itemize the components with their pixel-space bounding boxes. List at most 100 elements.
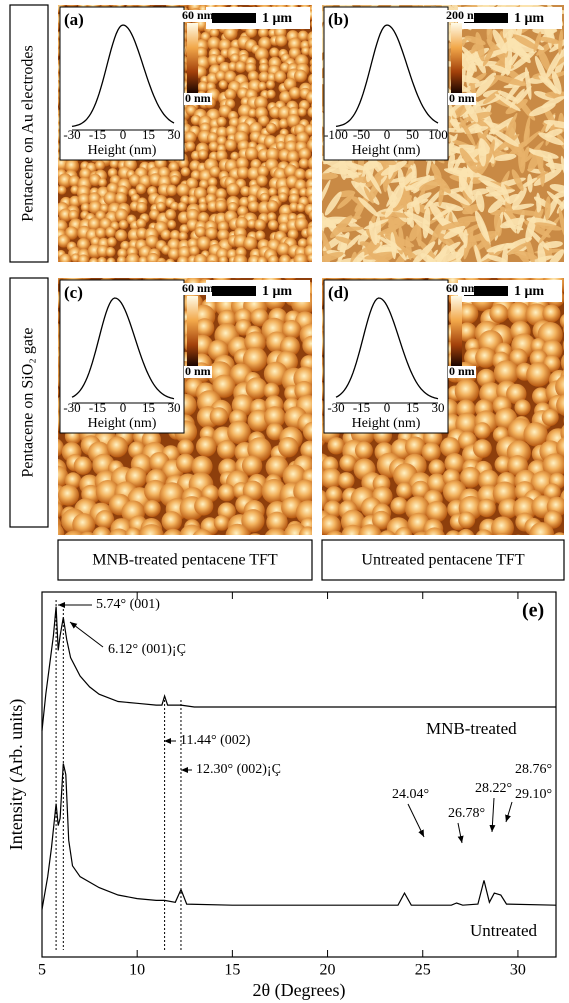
afm-grain xyxy=(492,29,507,54)
afm-grain xyxy=(265,122,277,134)
afm-grain xyxy=(292,5,299,6)
afm-grain xyxy=(177,265,186,274)
plot-frame xyxy=(41,591,557,958)
afm-grain xyxy=(118,219,129,230)
afm-grain xyxy=(170,175,180,185)
afm-grain xyxy=(369,252,392,262)
annotation: 6.12° (001)¡Ç xyxy=(108,642,186,657)
afm-grain xyxy=(492,134,520,154)
afm-grain xyxy=(459,466,482,488)
afm-grain xyxy=(501,183,510,204)
afm-grain xyxy=(79,167,92,181)
afm-grain xyxy=(269,267,280,278)
afm-grain xyxy=(236,266,246,276)
afm-grain xyxy=(58,107,59,114)
afm-grain xyxy=(278,254,292,262)
afm-grain xyxy=(256,264,269,277)
annotation: 5.74° (001) xyxy=(96,597,160,612)
afm-grain xyxy=(322,215,337,229)
afm-grain xyxy=(541,408,559,427)
afm-grain xyxy=(266,511,288,534)
afm-grain xyxy=(404,436,426,457)
afm-grain xyxy=(548,249,564,262)
afm-grain xyxy=(136,201,148,214)
afm-grain xyxy=(195,46,208,59)
afm-grain xyxy=(302,261,319,278)
afm-grain xyxy=(392,184,404,209)
afm-grain xyxy=(58,22,60,31)
afm-grain xyxy=(449,5,460,15)
afm-grain xyxy=(241,455,263,476)
afm-grain xyxy=(474,210,490,242)
afm-grain xyxy=(405,180,424,191)
row-label: Pentacene on SiO₂ gate xyxy=(20,328,37,478)
afm-grain xyxy=(194,226,207,238)
afm-grain xyxy=(263,382,280,399)
afm-grain xyxy=(396,482,413,499)
afm-grain xyxy=(307,253,312,262)
afm-grain xyxy=(80,531,95,535)
colorbar-label-box xyxy=(448,93,476,105)
afm-grain xyxy=(478,469,500,491)
afm-grain xyxy=(513,496,537,521)
line xyxy=(41,763,557,910)
afm-grain xyxy=(511,187,527,210)
colorbar-label-box xyxy=(446,283,474,295)
afm-grain xyxy=(524,116,531,141)
colorbar-min: 0 nm xyxy=(185,364,211,378)
afm-grain xyxy=(227,420,251,445)
afm-grain xyxy=(424,527,445,535)
afm-grain xyxy=(542,304,561,323)
afm-grain xyxy=(354,441,373,460)
colorbar-min: 0 nm xyxy=(449,91,475,105)
afm-grain xyxy=(440,186,467,196)
afm-grain xyxy=(438,179,445,207)
afm-grain xyxy=(157,0,168,3)
afm-grain xyxy=(177,255,190,262)
afm-grain xyxy=(545,162,564,170)
afm-grain xyxy=(278,118,289,129)
inset-box xyxy=(59,279,185,434)
afm-grain xyxy=(169,230,181,241)
afm-grain xyxy=(234,278,242,279)
colorbar xyxy=(451,23,462,93)
afm-grain xyxy=(206,132,219,144)
inset-tick-label: 0 xyxy=(120,400,127,415)
afm-grain xyxy=(294,217,309,231)
afm-grain xyxy=(46,263,57,274)
afm-grain xyxy=(257,165,269,178)
afm-grain xyxy=(256,256,268,262)
afm-grain xyxy=(563,325,564,334)
afm-grain xyxy=(58,208,73,222)
afm-grain xyxy=(293,479,312,504)
series-label: Untreated xyxy=(470,921,538,940)
afm-grain xyxy=(436,251,461,262)
afm-grain xyxy=(449,167,482,178)
afm-grain xyxy=(212,374,236,398)
afm-grain xyxy=(463,100,479,123)
afm-grain xyxy=(464,111,492,122)
colorbar-max: 60 nm xyxy=(182,8,214,22)
afm-grain xyxy=(279,90,292,104)
afm-grain xyxy=(245,26,257,38)
inset-tick-label: -100 xyxy=(324,127,348,142)
afm-grain xyxy=(247,108,258,118)
afm-grain xyxy=(96,244,109,258)
afm-grain xyxy=(344,162,368,171)
inset-tick-label: 15 xyxy=(142,400,155,415)
afm-grain xyxy=(109,159,119,169)
inset-x-label: Height (nm) xyxy=(352,416,421,431)
afm-grain xyxy=(565,500,569,524)
inset-tick-label: 0 xyxy=(120,127,127,142)
afm-grain xyxy=(552,188,564,199)
afm-grain xyxy=(198,0,208,5)
afm-grain xyxy=(543,120,564,129)
afm-grain xyxy=(244,331,266,354)
annotation-arrow xyxy=(505,801,513,823)
afm-grain xyxy=(345,234,361,251)
afm-grain xyxy=(64,226,79,240)
afm-grain xyxy=(233,254,248,262)
afm-grain xyxy=(500,5,520,9)
